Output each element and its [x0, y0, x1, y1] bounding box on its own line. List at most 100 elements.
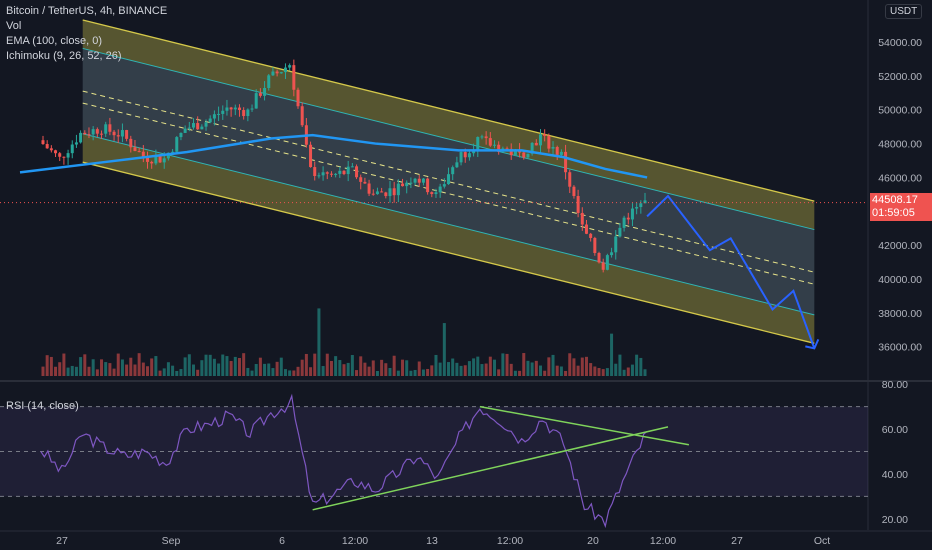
volume-bar: [522, 353, 526, 376]
candle-body: [309, 144, 313, 168]
candle-body: [476, 137, 480, 150]
candle-body: [605, 255, 609, 270]
candle-body: [467, 153, 471, 158]
volume-bar: [129, 357, 133, 376]
volume-legend[interactable]: Vol: [6, 20, 22, 32]
candle-body: [459, 152, 463, 163]
candle-body: [288, 65, 292, 68]
candle-body: [409, 182, 413, 184]
volume-bar: [467, 361, 471, 376]
volume-bar: [401, 359, 405, 376]
volume-bar: [568, 353, 572, 376]
volume-bar: [505, 353, 509, 376]
candle-body: [141, 151, 145, 158]
volume-bar: [191, 364, 195, 376]
candle-body: [555, 146, 559, 155]
candle-body: [497, 144, 501, 152]
volume-bar: [313, 353, 317, 376]
volume-bar: [547, 357, 551, 376]
candle-body: [296, 89, 300, 107]
candle-body: [313, 167, 317, 177]
projection-arrowhead: [805, 338, 820, 350]
volume-bar: [530, 362, 534, 376]
volume-bar: [225, 356, 229, 376]
volume-bar: [196, 369, 200, 376]
candle-body: [635, 207, 639, 209]
volume-bar: [355, 370, 359, 376]
candle-body: [321, 172, 325, 176]
volume-bar: [183, 357, 187, 376]
candle-body: [74, 142, 78, 145]
volume-bar: [635, 354, 639, 376]
volume-bar: [83, 354, 87, 376]
candle-body: [208, 118, 212, 123]
candle-body: [622, 217, 626, 228]
ichimoku-legend[interactable]: Ichimoku (9, 26, 52, 26): [6, 50, 122, 62]
volume-bar: [543, 370, 547, 376]
volume-bar: [263, 363, 267, 376]
candle-body: [426, 178, 430, 193]
volume-bar: [493, 359, 497, 376]
candle-body: [329, 173, 333, 175]
volume-bar: [279, 357, 283, 376]
volume-bar: [288, 370, 292, 376]
channel-upper-band: [82, 20, 815, 230]
candle-body: [480, 136, 484, 138]
symbol-title[interactable]: Bitcoin / TetherUS, 4h, BINANCE: [6, 5, 168, 17]
candle-body: [639, 203, 643, 208]
time-axis-label: 12:00: [497, 535, 523, 547]
volume-bar: [639, 357, 643, 376]
volume-bar: [166, 362, 170, 376]
time-axis-label: Oct: [814, 535, 830, 547]
candle-body: [564, 151, 568, 173]
candle-body: [267, 75, 271, 88]
volume-bar: [62, 353, 66, 376]
candle-body: [538, 134, 542, 146]
channel-upper-line: [82, 19, 815, 202]
volume-bar: [484, 363, 488, 376]
ema-legend[interactable]: EMA (100, close, 0): [6, 35, 102, 47]
candle-body: [488, 138, 492, 146]
volume-bar: [187, 354, 191, 376]
volume-bar: [133, 364, 137, 376]
volume-bar: [426, 368, 430, 376]
time-axis-label: 12:00: [342, 535, 368, 547]
candle-body: [246, 109, 250, 117]
candle-body: [54, 150, 58, 154]
candle-body: [572, 186, 576, 197]
bar-countdown: 01:59:05: [872, 207, 915, 219]
candle-body: [137, 151, 141, 153]
volume-bar: [447, 362, 451, 376]
volume-bar: [221, 354, 225, 376]
volume-bars: [41, 308, 647, 376]
volume-bar: [125, 364, 129, 376]
volume-bar: [120, 359, 124, 376]
price-axis-label: 38000.00: [878, 308, 922, 320]
rsi-legend[interactable]: RSI (14, close): [6, 400, 79, 412]
rsi-axis-label: 80.00: [882, 379, 908, 391]
candle-body: [146, 157, 150, 162]
candle-body: [380, 191, 384, 193]
candle-body: [116, 135, 120, 137]
volume-bar: [116, 353, 120, 376]
candle-body: [438, 186, 442, 193]
rsi-trendline: [479, 405, 690, 446]
price-axis-label: 48000.00: [878, 139, 922, 151]
volume-bar: [200, 360, 204, 376]
volume-bar: [367, 366, 371, 376]
volume-bar: [513, 370, 517, 376]
candle-body: [350, 166, 354, 168]
candle-body: [618, 227, 622, 237]
volume-bar: [283, 369, 287, 376]
channel-lower-line: [82, 161, 815, 344]
candle-body: [242, 110, 246, 117]
candle-body: [392, 188, 396, 196]
currency-button[interactable]: USDT: [885, 4, 923, 19]
volume-bar: [559, 366, 563, 376]
price-axis-label: 40000.00: [878, 274, 922, 286]
volume-bar: [162, 368, 166, 376]
volume-bar: [146, 366, 150, 376]
candle-body: [120, 130, 124, 137]
candle-body: [568, 172, 572, 187]
